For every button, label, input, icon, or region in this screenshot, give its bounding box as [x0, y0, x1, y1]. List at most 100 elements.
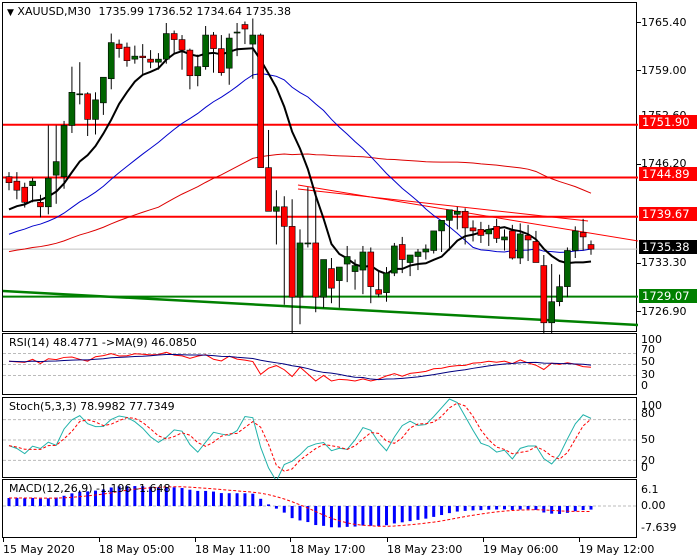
candlestick[interactable] [76, 62, 84, 105]
candlestick[interactable] [233, 23, 241, 57]
candlestick[interactable] [155, 53, 162, 70]
candlestick[interactable] [571, 226, 579, 259]
candlestick[interactable] [540, 255, 548, 333]
candlestick[interactable] [367, 247, 375, 304]
axis-tick [637, 164, 641, 165]
candlestick[interactable] [288, 199, 296, 333]
candlestick[interactable] [579, 218, 587, 251]
candlestick[interactable] [280, 196, 288, 305]
macd-panel[interactable]: MACD(12,26,9) -1.196 -1.648 [2, 479, 638, 538]
candlestick[interactable] [461, 208, 469, 245]
macd-bar [385, 506, 389, 526]
candlestick[interactable] [115, 39, 123, 58]
candlestick[interactable] [273, 190, 280, 245]
candlestick[interactable] [453, 206, 461, 230]
candlestick[interactable] [524, 224, 532, 262]
candlestick[interactable] [45, 125, 52, 215]
candlestick[interactable] [304, 187, 312, 248]
macd-bar [306, 506, 310, 523]
candlestick[interactable] [68, 66, 76, 133]
candlestick[interactable] [162, 23, 170, 64]
candlestick[interactable] [210, 32, 217, 73]
candlestick[interactable] [218, 35, 225, 76]
candlestick[interactable] [5, 172, 13, 191]
candlestick[interactable] [29, 178, 36, 203]
candlestick[interactable] [391, 242, 398, 277]
rsi-level: 0 [641, 379, 648, 392]
candlestick[interactable] [446, 209, 453, 251]
candlestick[interactable] [100, 76, 107, 115]
stochastic-panel[interactable]: Stoch(5,3,3) 78.9982 77.7349 [2, 397, 638, 479]
candlestick[interactable] [257, 33, 264, 168]
candlestick[interactable] [383, 267, 390, 302]
axis-tick [99, 538, 100, 542]
candlestick[interactable] [477, 221, 485, 243]
macd-bar [440, 506, 444, 516]
support-trendline[interactable] [3, 289, 638, 327]
candlestick[interactable] [548, 264, 555, 333]
candlestick[interactable] [194, 54, 202, 87]
candlestick[interactable] [336, 266, 343, 308]
candlestick[interactable] [37, 194, 44, 218]
candlestick[interactable] [398, 236, 406, 274]
candlestick[interactable] [52, 125, 60, 204]
candlestick[interactable] [296, 229, 304, 325]
macd-bar [408, 506, 412, 522]
candlestick[interactable] [532, 230, 540, 263]
macd-bar [502, 506, 506, 510]
macd-signal-line [8, 486, 592, 527]
macd-bar [298, 506, 302, 521]
candlestick[interactable] [406, 254, 414, 277]
candlestick[interactable] [501, 229, 508, 251]
descending-trendline[interactable] [297, 188, 589, 222]
candlestick[interactable] [170, 30, 178, 54]
candlestick[interactable] [241, 21, 249, 45]
price-chart-canvas[interactable] [3, 3, 638, 333]
candlestick[interactable] [320, 259, 327, 308]
macd-bar [38, 498, 42, 506]
candlestick[interactable] [186, 48, 194, 90]
candlestick[interactable] [123, 42, 131, 67]
candlestick[interactable] [178, 35, 186, 70]
candlestick[interactable] [414, 248, 422, 271]
candlestick[interactable] [21, 182, 29, 208]
macd-bar [15, 497, 19, 506]
macd-bar [565, 506, 569, 513]
candlestick[interactable] [84, 92, 91, 136]
candlestick[interactable] [265, 129, 272, 212]
candlestick[interactable] [587, 240, 595, 255]
candlestick[interactable] [509, 224, 516, 260]
candlestick[interactable] [438, 220, 445, 252]
candlestick[interactable] [556, 274, 563, 307]
candlestick[interactable] [328, 258, 335, 304]
candlestick[interactable] [107, 33, 115, 90]
candlestick[interactable] [202, 26, 209, 70]
candlestick[interactable] [351, 259, 359, 290]
candlestick[interactable] [516, 223, 524, 265]
support-price-tag: 1729.07 [639, 289, 697, 303]
candlestick[interactable] [430, 230, 438, 254]
triangle-down-icon[interactable]: ▼ [7, 8, 14, 18]
candlestick[interactable] [564, 247, 571, 298]
candlestick[interactable] [375, 271, 382, 298]
macd-bar [542, 506, 546, 513]
candlestick[interactable] [139, 44, 147, 75]
candlestick[interactable] [312, 191, 320, 313]
candlestick[interactable] [343, 245, 351, 283]
stoch-k-line [8, 398, 592, 479]
candlestick[interactable] [469, 220, 477, 242]
candlestick[interactable] [422, 244, 430, 260]
rsi-panel[interactable]: RSI(14) 48.4771 ->MA(9) 46.0850 [2, 333, 638, 395]
candlestick[interactable] [225, 33, 233, 85]
candlestick[interactable] [493, 218, 500, 243]
price-chart-panel[interactable]: ▼ XAUUSD,M30 1735.99 1736.52 1734.64 173… [2, 2, 638, 333]
candlestick[interactable] [249, 18, 257, 79]
macd-bar [125, 486, 129, 506]
candlestick[interactable] [485, 224, 493, 246]
candlestick[interactable] [13, 172, 21, 200]
candlestick[interactable] [60, 120, 68, 189]
candlestick[interactable] [131, 45, 139, 64]
candlestick[interactable] [92, 92, 99, 135]
candlestick[interactable] [147, 50, 154, 69]
candlestick[interactable] [359, 245, 367, 295]
